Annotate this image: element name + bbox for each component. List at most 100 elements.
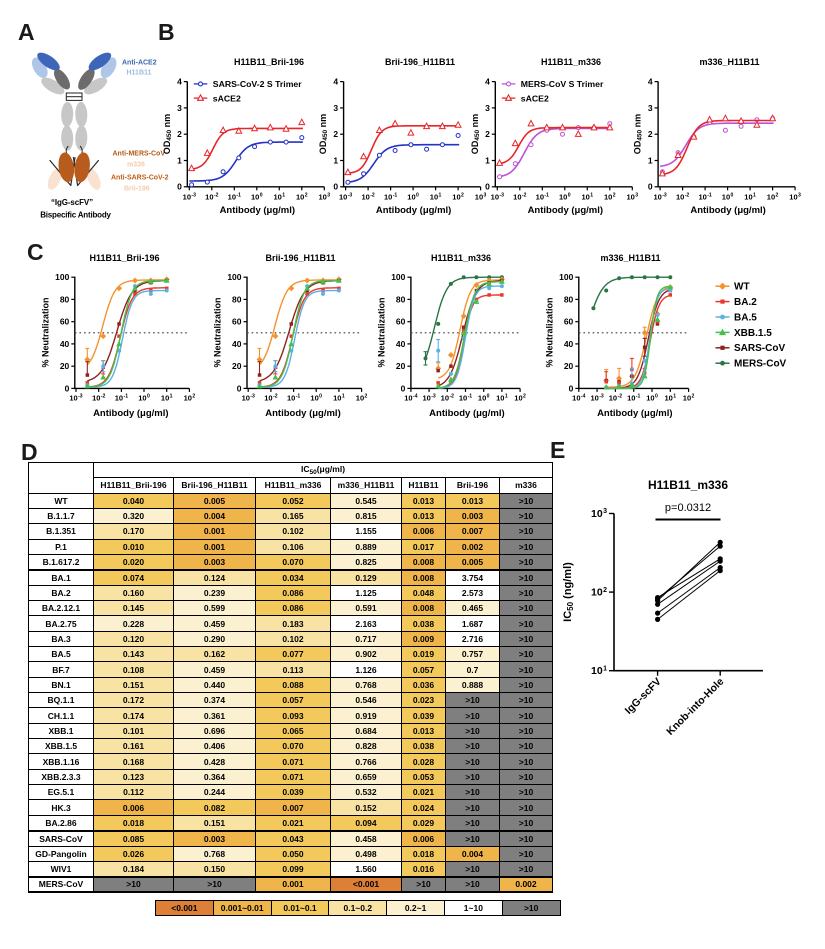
svg-text:% Neutralization: % Neutralization [544,297,554,367]
svg-text:10-3: 10-3 [590,394,603,403]
svg-text:2: 2 [485,129,490,139]
svg-text:10-1: 10-1 [287,394,300,403]
svg-text:Anti-SARS-CoV-2: Anti-SARS-CoV-2 [111,175,169,182]
svg-text:40: 40 [232,339,242,349]
svg-text:0: 0 [401,383,406,393]
svg-text:10-1: 10-1 [115,394,128,403]
svg-text:OD450 nm: OD450 nm [633,114,644,154]
svg-text:80: 80 [396,294,406,304]
svg-text:10-4: 10-4 [572,394,585,403]
svg-text:10-3: 10-3 [422,394,435,403]
svg-text:103: 103 [789,192,801,201]
svg-text:10-2: 10-2 [676,192,689,201]
svg-text:XBB.1.5: XBB.1.5 [734,328,772,339]
svg-text:Antibody (μg/ml): Antibody (μg/ml) [93,408,168,419]
svg-text:101: 101 [582,192,594,201]
svg-text:Antibody (μg/ml): Antibody (μg/ml) [376,205,451,216]
svg-text:OD450 nm: OD450 nm [470,114,481,154]
svg-text:101: 101 [665,394,677,403]
svg-text:102: 102 [184,394,196,403]
svg-text:Anti-ACE2: Anti-ACE2 [122,60,157,67]
svg-text:103: 103 [475,192,487,201]
svg-text:“IgG-scFV”: “IgG-scFV” [51,198,93,207]
svg-text:10-3: 10-3 [242,394,255,403]
svg-text:100: 100 [646,394,658,403]
svg-text:Antibody (μg/ml): Antibody (μg/ml) [690,205,765,216]
svg-text:10-1: 10-1 [536,192,549,201]
svg-text:101: 101 [161,394,173,403]
svg-text:BA.2: BA.2 [734,297,757,308]
svg-text:Antibody (μg/ml): Antibody (μg/ml) [597,408,672,419]
svg-text:1: 1 [177,155,182,165]
svg-text:E: E [550,437,565,463]
svg-text:100: 100 [310,394,322,403]
svg-text:Brii-196: Brii-196 [124,186,150,193]
svg-text:100: 100 [138,394,150,403]
svg-text:4: 4 [648,77,653,87]
svg-text:4: 4 [333,77,338,87]
svg-text:10-1: 10-1 [228,192,241,201]
svg-text:2: 2 [177,129,182,139]
svg-text:sACE2: sACE2 [521,93,549,103]
svg-text:100: 100 [559,272,573,282]
svg-text:10-1: 10-1 [459,394,472,403]
svg-text:H11B11: H11B11 [127,70,152,77]
svg-text:SARS-CoV: SARS-CoV [734,343,785,354]
svg-text:1: 1 [485,155,490,165]
svg-text:80: 80 [60,294,70,304]
svg-text:Antibody (μg/ml): Antibody (μg/ml) [429,408,504,419]
svg-text:10-2: 10-2 [205,192,218,201]
svg-text:H11B11_m336: H11B11_m336 [648,478,728,492]
svg-text:H11B11_Brii-196: H11B11_Brii-196 [89,253,159,263]
svg-text:2: 2 [648,129,653,139]
svg-text:Antibody (μg/ml): Antibody (μg/ml) [220,205,295,216]
svg-text:10-2: 10-2 [513,192,526,201]
svg-text:10-2: 10-2 [264,394,277,403]
svg-text:10-2: 10-2 [361,192,374,201]
svg-text:10-3: 10-3 [653,192,666,201]
svg-text:D: D [21,439,38,465]
svg-text:H11B11_m336: H11B11_m336 [431,253,491,263]
svg-text:10-3: 10-3 [339,192,352,201]
svg-text:10-1: 10-1 [627,394,640,403]
svg-text:% Neutralization: % Neutralization [40,297,50,367]
svg-text:60: 60 [564,317,574,327]
svg-text:0: 0 [177,182,182,192]
svg-text:10-2: 10-2 [609,394,622,403]
svg-text:m336_H11B11: m336_H11B11 [600,253,660,263]
svg-text:0: 0 [333,182,338,192]
svg-text:60: 60 [232,317,242,327]
svg-text:H11B11_m336: H11B11_m336 [541,57,601,67]
svg-text:100: 100 [722,192,734,201]
svg-text:2: 2 [333,129,338,139]
svg-text:100: 100 [391,272,405,282]
svg-text:C: C [27,239,44,265]
svg-text:B: B [158,19,175,45]
svg-text:10-1: 10-1 [384,192,397,201]
svg-text:10-3: 10-3 [69,394,82,403]
svg-text:101: 101 [333,394,345,403]
svg-text:100: 100 [227,272,241,282]
svg-text:3: 3 [177,103,182,113]
svg-text:102: 102 [514,394,526,403]
svg-text:103: 103 [627,192,639,201]
svg-text:101: 101 [274,192,286,201]
svg-text:10-1: 10-1 [698,192,711,201]
svg-text:102: 102 [296,192,308,201]
svg-text:102: 102 [452,192,464,201]
svg-text:WT: WT [734,282,750,293]
svg-text:101: 101 [430,192,442,201]
svg-text:20: 20 [232,361,242,371]
svg-text:A: A [18,19,35,45]
svg-text:0: 0 [65,383,70,393]
svg-text:100: 100 [478,394,490,403]
svg-text:40: 40 [60,339,70,349]
svg-text:40: 40 [396,339,406,349]
svg-text:m336_H11B11: m336_H11B11 [699,57,759,67]
svg-text:20: 20 [60,361,70,371]
svg-text:10-2: 10-2 [441,394,454,403]
svg-text:SARS-CoV-2 S Trimer: SARS-CoV-2 S Trimer [213,79,302,89]
svg-text:% Neutralization: % Neutralization [376,297,386,367]
svg-text:3: 3 [485,103,490,113]
svg-text:10-4: 10-4 [404,394,417,403]
